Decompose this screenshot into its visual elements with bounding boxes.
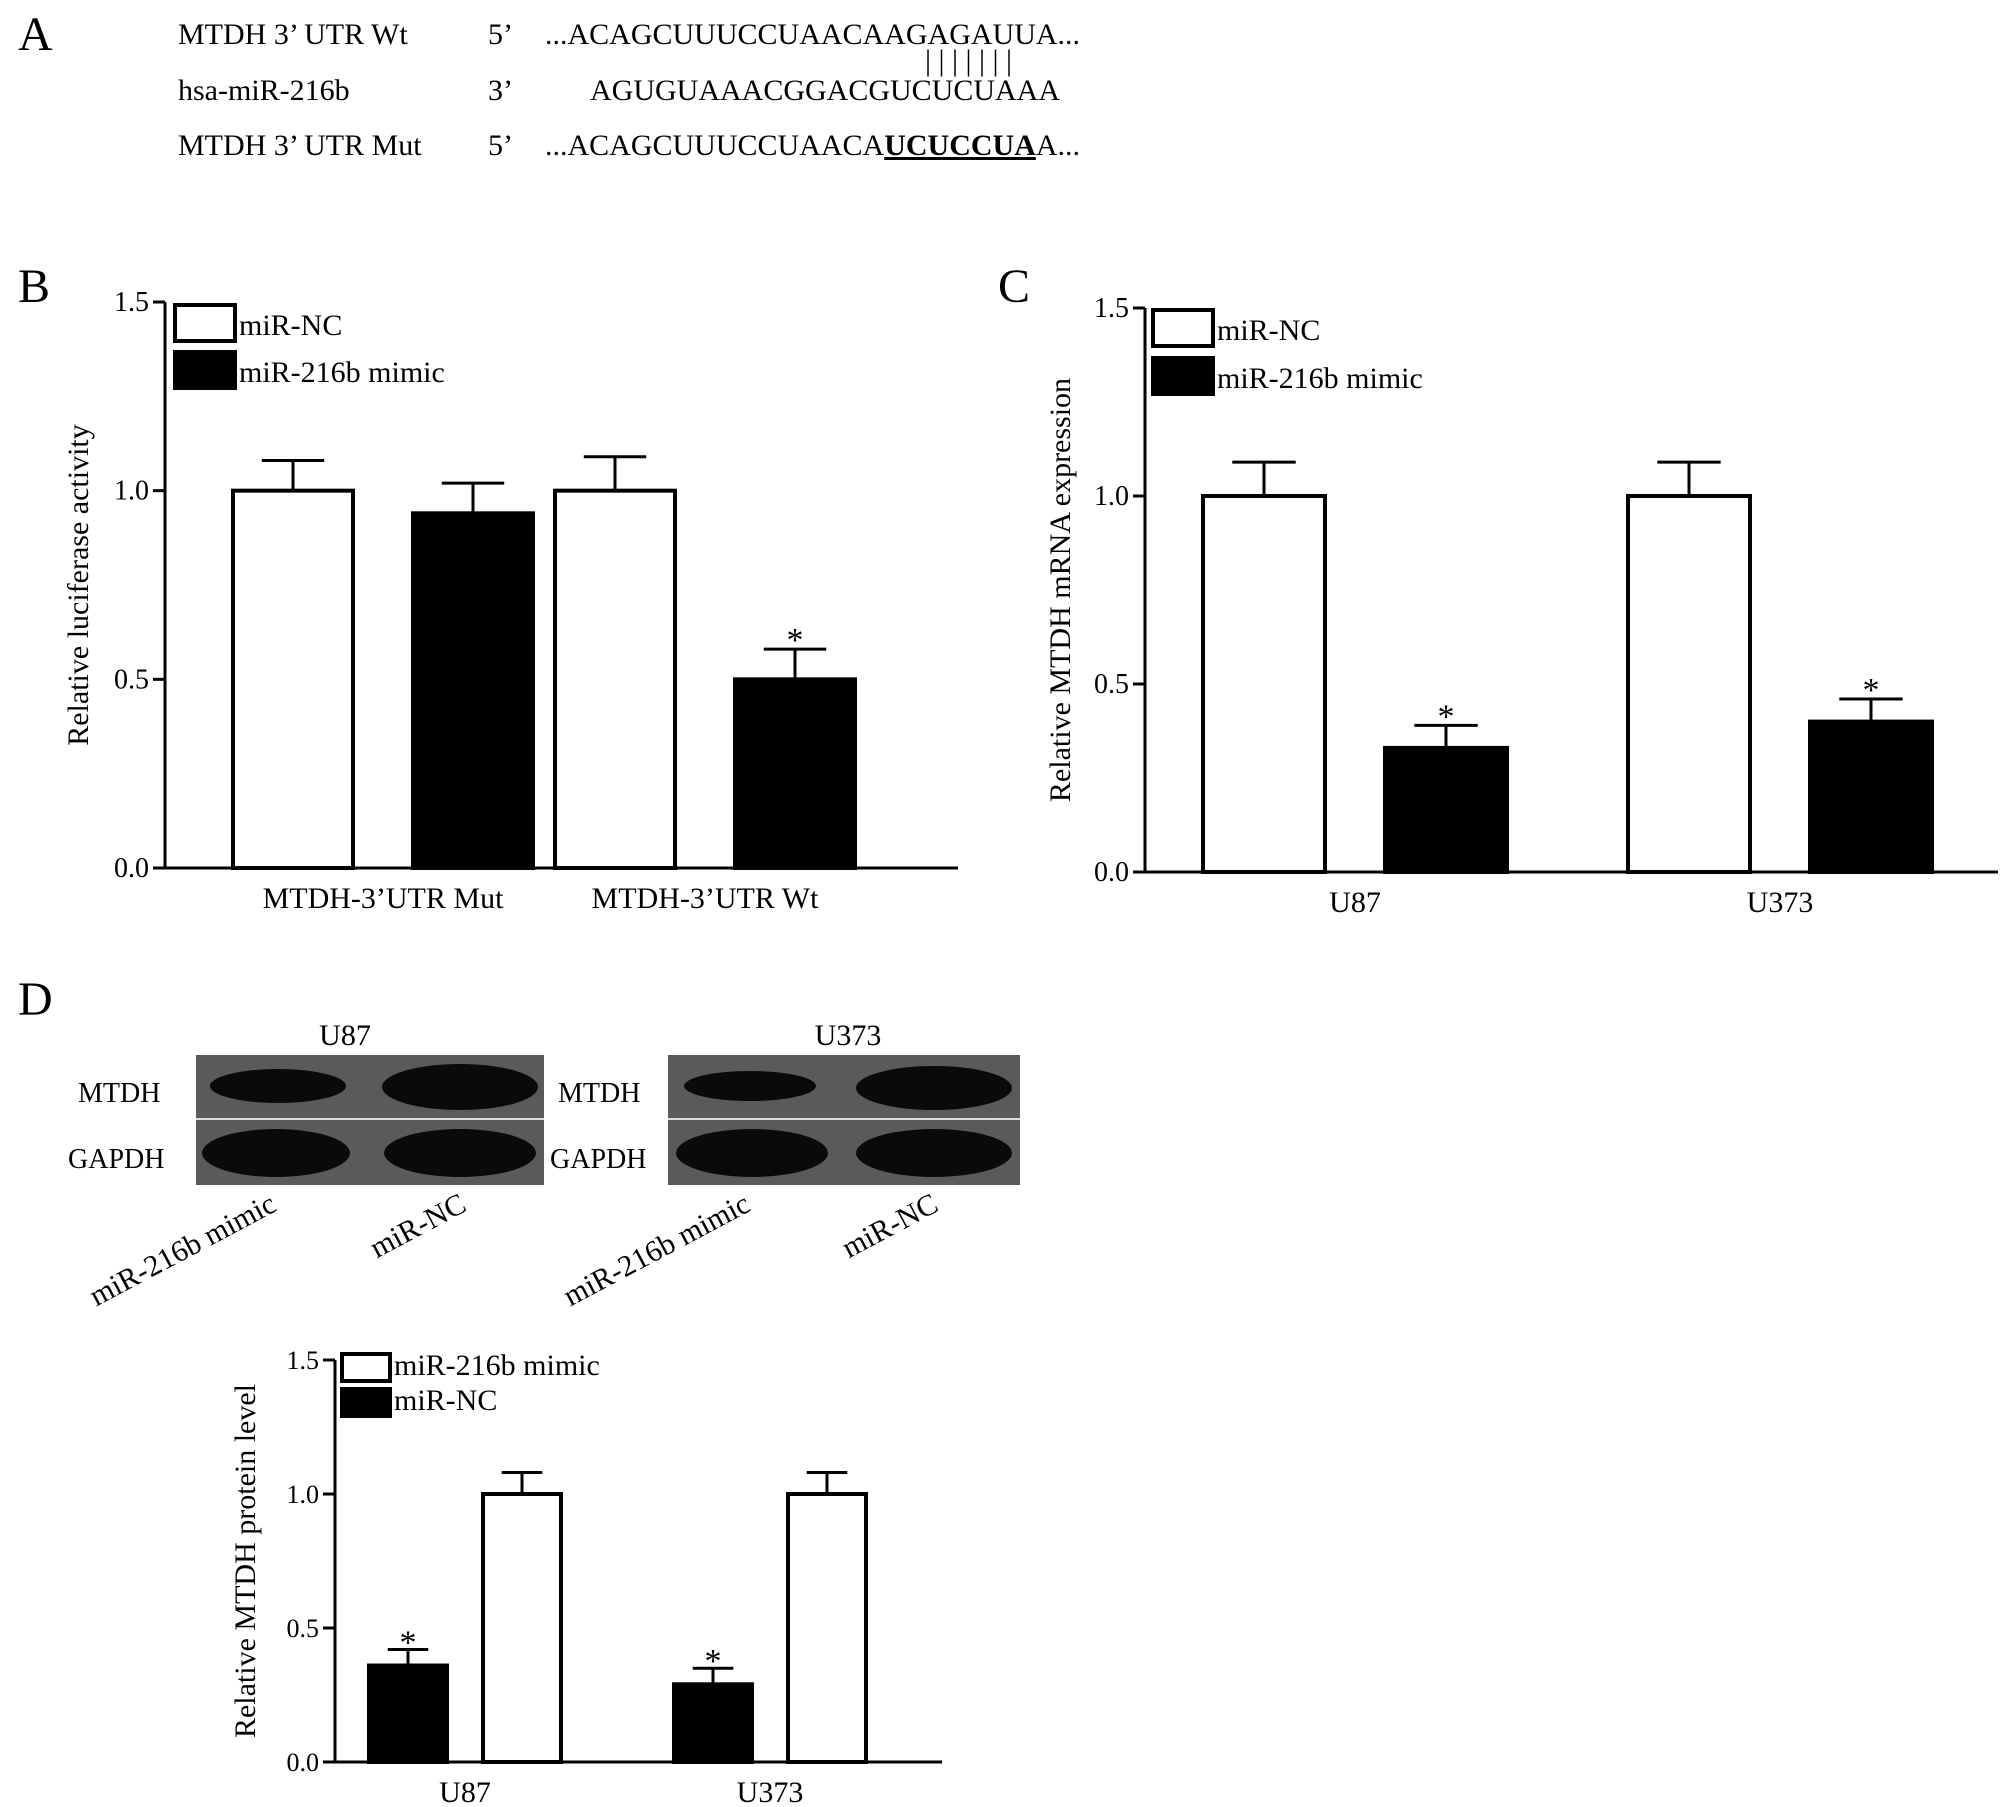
legend-swatch [340, 1387, 392, 1418]
y-tick-label: 0.0 [1094, 857, 1129, 888]
panel-d: D U87 MTDH GAPDH miR-216b mimic miR-NC U… [18, 973, 1020, 1313]
blot-cell-label: U373 [815, 1019, 882, 1052]
blot-row-label-gapdh: GAPDH [68, 1144, 164, 1175]
y-tick-label: 0.5 [1094, 669, 1129, 700]
x-tick-label: MTDH-3’UTR Wt [592, 882, 820, 915]
significance-mark: * [1863, 672, 1880, 709]
legend-label: miR-216b mimic [1217, 362, 1423, 395]
blot-row-label-mtdh: MTDH [558, 1078, 640, 1109]
chart-panel-c: C 0.0 0.5 1.0 1.5 Relative MTDH mRNA expressi… [998, 260, 1998, 919]
bar [367, 1663, 449, 1765]
bar [411, 511, 535, 870]
bar [672, 1682, 754, 1765]
bar [1626, 494, 1752, 874]
seq-row-sequence: AGUGUAAACGGACGUCUCUAAA [590, 74, 1060, 107]
y-tick-label: 1.0 [114, 476, 149, 507]
y-tick-label: 1.5 [1094, 293, 1129, 324]
y-axis-label: Relative MTDH protein level [229, 1384, 262, 1738]
y-tick-label: 0.5 [114, 664, 149, 695]
bar [733, 677, 857, 870]
significance-mark: * [400, 1624, 417, 1661]
bar [1383, 745, 1509, 874]
seq-row-sequence: ...ACAGCUUUCCUAACAUCUCCUAA... [545, 129, 1080, 162]
chart-panel-d: 0.0 0.5 1.0 1.5 Relative MTDH protein level U… [229, 1346, 942, 1807]
seq-row-name: MTDH 3’ UTR Mut [178, 129, 422, 162]
seq-mutated: UCUCCUA [884, 129, 1036, 162]
bar [553, 488, 677, 870]
legend-swatch [1151, 356, 1215, 396]
bar [1808, 719, 1934, 874]
x-tick-label: U87 [1329, 886, 1381, 919]
x-tick-label: MTDH-3’UTR Mut [263, 882, 504, 915]
seq-suffix: A... [1036, 129, 1080, 162]
panel-letter: B [18, 260, 50, 313]
bar [481, 1492, 563, 1764]
y-tick-label: 1.5 [114, 287, 149, 318]
significance-mark: * [1438, 698, 1455, 735]
legend-swatch [340, 1352, 392, 1383]
y-tick-label: 1.0 [287, 1480, 320, 1509]
y-tick-label: 1.0 [1094, 481, 1129, 512]
blot-lane-label: miR-NC [837, 1187, 944, 1265]
legend-swatch [173, 350, 237, 390]
blot-lane-label: miR-216b mimic [558, 1187, 755, 1313]
panel-d-letter: D [18, 973, 53, 1026]
y-tick-label: 0.0 [287, 1748, 320, 1777]
y-tick-label: 1.5 [287, 1346, 320, 1375]
x-tick-label: U373 [737, 1776, 804, 1807]
blot-cell-label: U87 [319, 1019, 371, 1052]
western-blot-u87 [196, 1055, 544, 1185]
legend-label: miR-NC [1217, 314, 1320, 347]
legend-label: miR-216b mimic [239, 356, 445, 389]
seq-row-name: MTDH 3’ UTR Wt [178, 18, 408, 51]
seq-pairing-marks: | | | | | | | [925, 44, 1012, 77]
seq-row-end: 5’ [488, 129, 513, 162]
significance-mark: * [787, 622, 804, 659]
legend-label: miR-216b mimic [394, 1349, 600, 1382]
seq-row-end: 3’ [488, 74, 513, 107]
blot-row-label-mtdh: MTDH [78, 1078, 160, 1109]
y-axis-label: Relative MTDH mRNA expression [1044, 378, 1077, 802]
seq-prefix: ...ACAGCUUUCCUAACA [545, 129, 885, 162]
bar [786, 1492, 868, 1764]
seq-row-sequence: ...ACAGCUUUCCUAACAAGAGAUUA... [545, 18, 1080, 51]
bar [1201, 494, 1327, 874]
blot-row-label-gapdh: GAPDH [550, 1144, 646, 1175]
x-tick-label: U373 [1747, 886, 1814, 919]
y-tick-label: 0.5 [287, 1614, 320, 1643]
significance-mark: * [705, 1643, 722, 1680]
chart-panel-b: B 0.0 0.5 1.0 1.5 Relative luciferase activit… [18, 260, 958, 915]
blot-lane-label: miR-216b mimic [84, 1187, 281, 1313]
panel-letter: C [998, 260, 1030, 313]
western-blot-u373 [668, 1055, 1020, 1185]
legend-label: miR-NC [394, 1384, 497, 1417]
y-axis-label: Relative luciferase activity [62, 424, 95, 746]
y-tick-label: 0.0 [114, 853, 149, 884]
blot-lane-label: miR-NC [365, 1187, 472, 1265]
bar [231, 488, 355, 870]
x-tick-label: U87 [439, 1776, 491, 1807]
seq-row-end: 5’ [488, 18, 513, 51]
panel-a: A MTDH 3’ UTR Wt 5’ ...ACAGCUUUCCUAACAAG… [18, 8, 1080, 162]
seq-row-name: hsa-miR-216b [178, 74, 350, 107]
legend-swatch [1151, 308, 1215, 348]
legend-swatch [173, 303, 237, 343]
legend-label: miR-NC [239, 309, 342, 342]
panel-a-letter: A [18, 8, 53, 61]
